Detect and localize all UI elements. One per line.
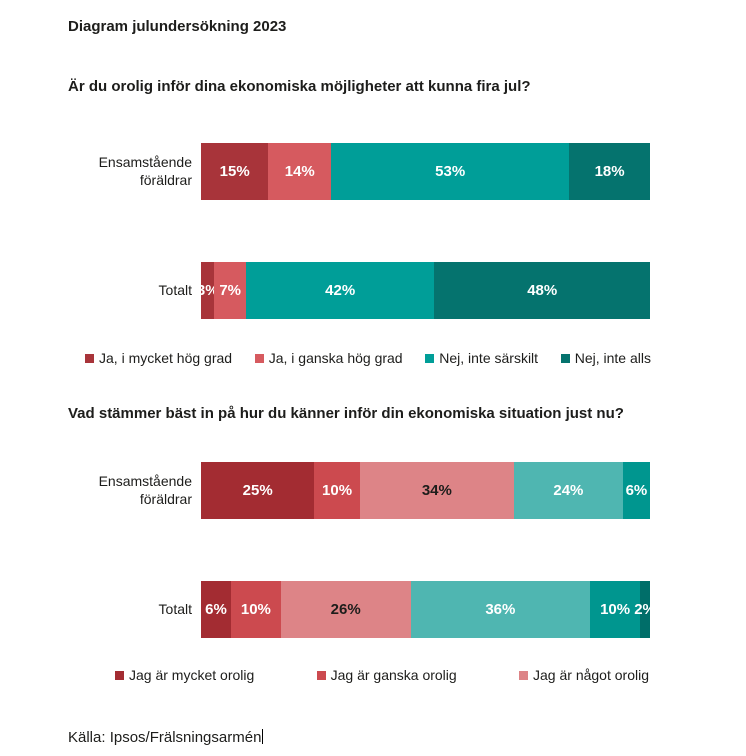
bar-value-label: 48% [527,282,558,299]
legend-item: Nej, inte särskilt [425,350,538,366]
legend-color-marker [254,353,264,363]
legend-item: Ja, i ganska hög grad [254,350,403,366]
bar-segment: 15% [201,143,269,200]
legend-label: Nej, inte alls [574,350,651,366]
bar-value-label: 36% [485,601,516,618]
legend-item: Jag är mycket orolig [115,667,254,683]
bar-segment: 24% [513,462,623,519]
bar-segment: 6% [201,581,231,638]
category-label: Ensamstående föräldrar [98,473,192,507]
bar-value-label: 26% [330,601,361,618]
bar-value-label: 34% [421,482,452,499]
text-cursor [262,729,264,744]
bar-value-label: 15% [219,163,250,180]
bar-segment: 7% [214,262,246,319]
legend-color-marker [85,353,94,363]
legend-color-marker [519,670,529,680]
bar-value-label: 10% [240,601,271,618]
bar-row: Ensamstående föräldrar 25% 10% 34% 24% 6% [68,462,651,519]
source-line: Källa: Ipsos/Frälsningsarmén [68,729,264,746]
bar-segment: 34% [359,462,514,519]
legend-label: Ja, i ganska hög grad [268,350,403,366]
bar-value-label: 10% [322,482,353,499]
bar-value-label: 42% [325,282,356,299]
bar-value-label: 7% [219,282,242,299]
bar-segment: 10% [590,581,641,638]
bar-segment: 14% [268,143,332,200]
legend-color-marker [316,670,326,680]
stacked-bar: 15% 14% 53% 18% [201,143,650,200]
legend-item: Nej, inte alls [560,350,651,366]
legend-color-marker [560,353,570,363]
chart-question-title: Är du orolig inför dina ekonomiska möjli… [68,78,531,95]
source-text: Källa: Ipsos/Frälsningsarmén [68,729,262,746]
legend-color-marker [115,670,124,680]
bar-segment: 36% [410,581,591,638]
legend-label: Jag är ganska orolig [330,667,457,683]
legend-item: Ja, i mycket hög grad [85,350,232,366]
legend: Ja, i mycket hög grad Ja, i ganska hög gr… [85,350,651,366]
legend-label: Nej, inte särskilt [439,350,539,366]
bar-segment: 25% [201,462,315,519]
bar-row: Totalt 6% 10% 26% 36% 10% 2% [68,581,656,638]
bar-value-label: 6% [625,482,648,499]
legend-label: Jag är mycket orolig [129,667,255,683]
stacked-bar: 25% 10% 34% 24% 6% [201,462,651,519]
bar-segment: 42% [245,262,435,319]
bar-row: Ensamstående föräldrar 15% 14% 53% 18% [68,143,650,200]
stacked-bar: 6% 10% 26% 36% 10% 2% [201,581,656,638]
bar-segment: 26% [280,581,411,638]
bar-value-label: 10% [600,601,631,618]
bar-segment: 18% [569,143,650,200]
legend-color-marker [425,353,435,363]
bar-segment: 3% [197,262,219,319]
bar-segment: 48% [434,262,650,319]
bar-segment: 2% [634,581,656,638]
bar-value-label: 14% [284,163,315,180]
legend-item: Jag är något orolig [519,667,649,683]
category-label: Totalt [158,600,192,617]
legend-label: Jag är något orolig [533,667,649,683]
bar-value-label: 2% [634,601,656,618]
bar-value-label: 3% [196,282,219,299]
bar-value-label: 18% [594,163,625,180]
category-label: Totalt [158,281,192,298]
chart-question-title: Vad stämmer bäst in på hur du känner inf… [68,405,624,422]
document-title: Diagram julundersökning 2023 [68,18,287,35]
bar-segment: 53% [331,143,570,200]
bar-value-label: 24% [553,482,584,499]
legend: Jag är mycket orolig Jag är ganska orolig… [115,667,649,683]
bar-segment: 10% [314,462,360,519]
legend-item: Jag är ganska orolig [316,667,457,683]
bar-segment: 6% [622,462,651,519]
legend-label: Ja, i mycket hög grad [99,350,233,366]
bar-segment: 10% [230,581,281,638]
bar-value-label: 6% [205,601,227,618]
stacked-bar: 3% 7% 42% 48% [197,262,650,319]
category-label: Ensamstående föräldrar [98,154,192,188]
bar-value-label: 25% [242,482,273,499]
bar-row: Totalt 3% 7% 42% 48% [68,262,650,319]
bar-value-label: 53% [435,163,466,180]
